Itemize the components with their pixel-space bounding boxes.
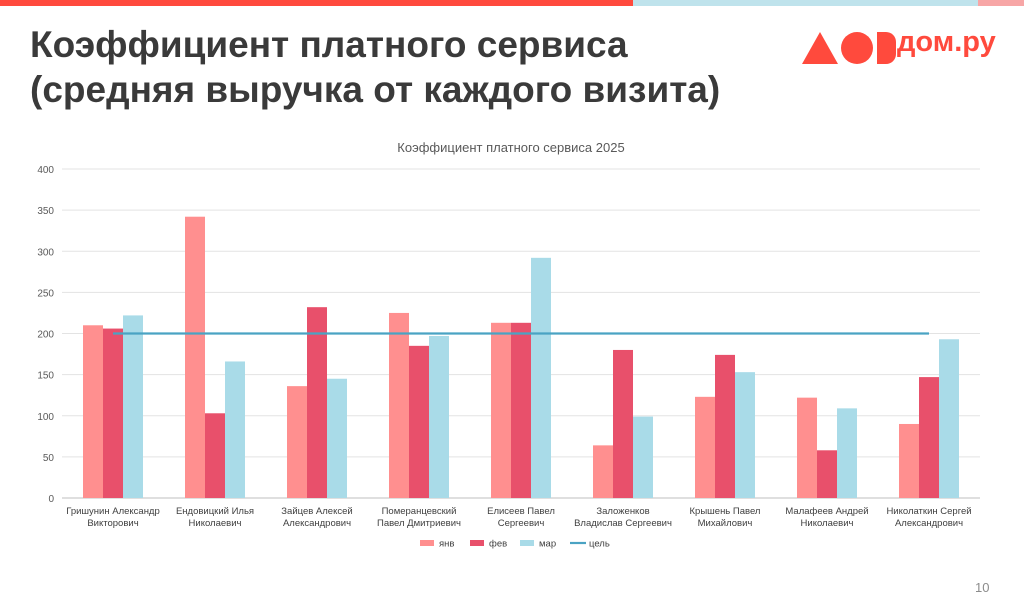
bar-фев-4 — [409, 345, 429, 498]
y-tick-label: 100 — [37, 412, 54, 423]
bar-янв-4 — [389, 312, 409, 498]
x-tick-label: Михайлович — [698, 518, 753, 529]
brand-logo-text: дом.ру — [897, 26, 996, 58]
bar-янв-7 — [695, 396, 715, 498]
y-tick-label: 350 — [37, 206, 54, 217]
page-title: Коэффициент платного сервиса (средняя вы… — [30, 22, 790, 112]
chart-title: Коэффициент платного сервиса 2025 — [397, 140, 624, 155]
bar-фев-6 — [613, 349, 633, 498]
bar-мар-2 — [225, 361, 245, 498]
legend-swatch-фев — [470, 540, 484, 546]
x-tick-label: Николаевич — [189, 518, 242, 529]
legend-label-мар: мар — [539, 539, 556, 550]
x-tick-label: Гришунин Александр — [66, 506, 160, 517]
bar-chart: Коэффициент платного сервиса 2025 0 50 100… — [37, 140, 980, 550]
top-accent-bar-red — [0, 0, 633, 6]
page-number: 10 — [975, 580, 990, 595]
bar-янв-5 — [491, 322, 511, 498]
x-tick-label: Заложенков — [596, 506, 649, 517]
x-tick-label: Крышень Павел — [690, 506, 761, 517]
bar-фев-9 — [919, 377, 939, 498]
bar-янв-2 — [185, 216, 205, 498]
x-tick-label: Александрович — [283, 518, 351, 529]
page-title-line-1: Коэффициент платного сервиса — [30, 24, 628, 65]
brand-logo-icon — [802, 32, 896, 64]
y-tick-label: 50 — [43, 453, 55, 464]
x-tick-label: Николаевич — [801, 518, 854, 529]
y-tick-label: 200 — [37, 330, 54, 341]
page-title-line-2: (средняя выручка от каждого визита) — [30, 69, 721, 110]
bar-фев-7 — [715, 354, 735, 498]
legend-swatch-мар — [520, 540, 534, 546]
x-tick-label: Зайцев Алексей — [281, 506, 352, 517]
bar-янв-1 — [83, 325, 103, 498]
x-tick-label: Сергеевич — [498, 518, 545, 529]
bar-мар-9 — [939, 339, 959, 498]
legend-label-фев: фев — [489, 539, 507, 550]
x-tick-label: Николаткин Сергей — [886, 506, 971, 517]
x-tick-label: Викторович — [87, 518, 138, 529]
y-tick-label: 250 — [37, 288, 54, 299]
legend-swatch-янв — [420, 540, 434, 546]
bar-фев-5 — [511, 322, 531, 498]
bar-фев-8 — [817, 450, 837, 498]
y-tick-label: 300 — [37, 247, 54, 258]
bar-мар-8 — [837, 408, 857, 498]
bar-фев-2 — [205, 413, 225, 498]
x-tick-label: Померанцевский — [382, 506, 457, 517]
x-tick-label: Александрович — [895, 518, 963, 529]
bar-янв-6 — [593, 445, 613, 498]
x-tick-label: Владислав Сергеевич — [574, 518, 672, 529]
bar-янв-9 — [899, 423, 919, 498]
bar-янв-3 — [287, 386, 307, 498]
x-tick-label: Ендовицкий Илья — [176, 506, 254, 517]
y-tick-label: 400 — [37, 165, 54, 176]
y-tick-label: 0 — [48, 494, 54, 505]
top-accent-bar-pink — [978, 0, 1024, 6]
top-accent-bar-blue — [633, 0, 978, 6]
bar-фев-1 — [103, 328, 123, 498]
bar-мар-1 — [123, 315, 143, 498]
bar-янв-8 — [797, 397, 817, 498]
bar-мар-4 — [429, 335, 449, 498]
x-tick-label: Елисеев Павел — [487, 506, 555, 517]
bar-мар-3 — [327, 378, 347, 498]
x-tick-label: Малафеев Андрей — [785, 506, 868, 517]
bar-мар-5 — [531, 257, 551, 498]
y-tick-label: 150 — [37, 371, 54, 382]
bar-мар-6 — [633, 416, 653, 498]
legend-label-цель: цель — [589, 539, 610, 550]
x-tick-label: Павел Дмитриевич — [377, 518, 461, 529]
bar-мар-7 — [735, 372, 755, 498]
bar-фев-3 — [307, 307, 327, 498]
legend-label-янв: янв — [439, 539, 454, 550]
